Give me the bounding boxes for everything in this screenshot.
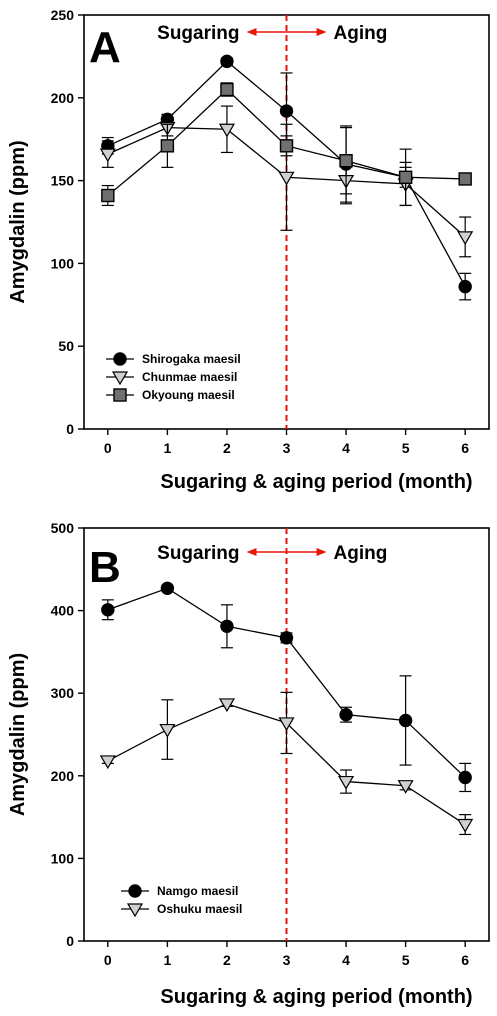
legend-marker xyxy=(111,371,129,386)
data-point xyxy=(457,231,474,246)
data-point xyxy=(160,139,175,153)
series-oshuku-maesil xyxy=(99,691,474,836)
x-axis-title: Sugaring & aging period (month) xyxy=(160,471,472,493)
x-tick-label: 3 xyxy=(283,952,291,968)
x-axis-title: Sugaring & aging period (month) xyxy=(160,986,472,1008)
data-point xyxy=(220,54,234,69)
data-point xyxy=(338,775,355,790)
series-chunmae-maesil xyxy=(99,105,474,258)
y-tick-label: 400 xyxy=(51,603,75,619)
data-point xyxy=(278,171,295,186)
phase-arrow-left-head xyxy=(246,28,257,36)
panel-letter: A xyxy=(89,23,121,72)
legend-label: Okyoung maesil xyxy=(142,388,235,402)
x-tick-label: 4 xyxy=(342,952,350,968)
y-axis-title: Amygdalin (ppm) xyxy=(7,140,29,303)
y-tick-label: 500 xyxy=(51,520,75,536)
data-point xyxy=(279,104,294,118)
y-tick-label: 300 xyxy=(51,685,75,701)
phase-label-aging: Aging xyxy=(334,23,388,44)
legend: Shirogaka maesil Chunmae maesil Okyoung ma… xyxy=(106,352,241,402)
data-point xyxy=(220,619,234,633)
y-tick-label: 50 xyxy=(58,338,74,354)
phase-label-sugaring: Sugaring xyxy=(157,543,239,564)
data-point xyxy=(220,82,234,97)
x-tick-label: 3 xyxy=(283,440,291,456)
legend-label: Oshuku maesil xyxy=(157,902,242,916)
x-tick-label: 1 xyxy=(163,440,171,456)
x-tick-label: 1 xyxy=(163,952,171,968)
phase-label-aging: Aging xyxy=(334,543,388,564)
data-point xyxy=(339,707,353,722)
panel-letter: B xyxy=(89,543,121,592)
x-tick-label: 6 xyxy=(461,440,469,456)
phase-label-sugaring: Sugaring xyxy=(157,23,239,44)
data-point xyxy=(279,139,294,153)
series-okyoung-maesil xyxy=(101,82,472,207)
series-namgo-maesil xyxy=(101,581,472,793)
y-axis-title: Amygdalin (ppm) xyxy=(7,653,29,816)
legend-label: Shirogaka maesil xyxy=(142,352,241,366)
legend-label: Namgo maesil xyxy=(157,884,238,898)
y-tick-label: 250 xyxy=(51,7,75,23)
y-tick-label: 0 xyxy=(66,933,74,949)
phase-arrow-left-head xyxy=(246,548,257,556)
y-tick-label: 200 xyxy=(51,768,75,784)
legend-marker xyxy=(113,388,127,402)
data-point xyxy=(101,188,115,203)
y-tick-label: 100 xyxy=(51,850,75,866)
data-point xyxy=(101,603,115,617)
x-tick-label: 6 xyxy=(461,952,469,968)
data-point xyxy=(218,698,235,713)
phase-arrow-right-head xyxy=(316,548,327,556)
data-point xyxy=(99,148,116,163)
x-tick-label: 0 xyxy=(104,440,112,456)
data-point xyxy=(398,170,413,184)
chart-panel-b: 0 100 200 300 400 500 0 1 2 3 4 5 6 Sugaring & aging … xyxy=(7,520,490,1008)
data-point xyxy=(278,717,295,732)
legend-marker xyxy=(113,352,127,366)
legend: Namgo maesil Oshuku maesil xyxy=(121,884,242,918)
data-point xyxy=(99,755,116,770)
legend-marker xyxy=(128,884,142,898)
legend-marker xyxy=(126,903,144,918)
data-point xyxy=(458,279,472,294)
x-tick-label: 2 xyxy=(223,440,231,456)
data-point xyxy=(398,713,413,728)
x-tick-label: 2 xyxy=(223,952,231,968)
data-point xyxy=(218,123,235,138)
legend-label: Chunmae maesil xyxy=(142,370,237,384)
x-tick-label: 5 xyxy=(402,952,410,968)
y-tick-label: 150 xyxy=(51,173,75,189)
y-tick-label: 0 xyxy=(66,421,74,437)
chart-panel-a: 0 50 100 150 200 250 0 1 2 3 4 5 6 Sugaring & aging p… xyxy=(7,7,490,493)
data-point xyxy=(458,770,472,785)
x-tick-label: 5 xyxy=(402,440,410,456)
data-point xyxy=(159,723,176,738)
x-tick-label: 4 xyxy=(342,440,350,456)
y-tick-label: 100 xyxy=(51,255,75,271)
data-point xyxy=(458,172,472,186)
x-tick-label: 0 xyxy=(104,952,112,968)
data-point xyxy=(457,818,474,833)
phase-arrow-right-head xyxy=(316,28,327,36)
data-point xyxy=(279,631,294,645)
y-tick-label: 200 xyxy=(51,90,75,106)
data-point xyxy=(397,780,414,794)
data-point xyxy=(339,154,353,168)
data-point xyxy=(160,581,175,595)
